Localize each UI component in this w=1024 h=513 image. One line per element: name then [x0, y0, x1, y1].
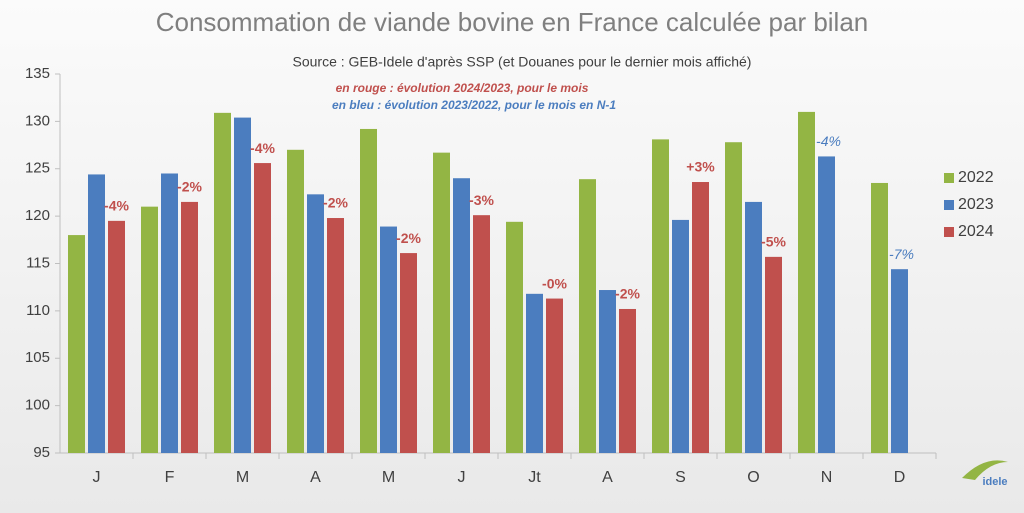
bar — [765, 256, 782, 453]
bar — [526, 293, 543, 453]
change-label: -2% — [615, 286, 640, 302]
bar — [672, 219, 689, 453]
bar — [818, 156, 835, 453]
x-tick-label: A — [310, 469, 321, 486]
bar — [619, 308, 636, 453]
note: en bleu : évolution 2023/2022, pour le m… — [332, 98, 616, 112]
change-label: -4% — [250, 140, 275, 156]
bar — [287, 149, 304, 454]
change-label: -3% — [469, 192, 494, 208]
x-tick-label: D — [894, 469, 906, 486]
bar — [234, 117, 251, 454]
x-tick-label: N — [821, 469, 833, 486]
x-tick-label: M — [236, 469, 249, 486]
y-tick-label: 135 — [25, 65, 50, 82]
chart-title: Consommation de viande bovine en France … — [156, 7, 869, 37]
logo-mark — [962, 460, 1008, 480]
bar — [433, 152, 450, 453]
bar — [599, 290, 616, 453]
change-label: -0% — [542, 275, 567, 291]
legend-swatch — [944, 173, 954, 183]
bar — [161, 173, 178, 454]
y-tick-label: 105 — [25, 349, 50, 366]
x-tick-label: A — [602, 469, 613, 486]
change-label: -2% — [177, 179, 202, 195]
bar — [214, 112, 231, 453]
bar — [181, 201, 198, 453]
bar — [745, 201, 762, 453]
bar — [88, 174, 105, 453]
x-tick-label: Jt — [528, 469, 541, 486]
y-tick-label: 95 — [33, 444, 50, 461]
y-tick-label: 110 — [26, 302, 50, 319]
bar — [108, 220, 125, 453]
bar — [871, 182, 888, 453]
bar — [546, 298, 563, 453]
bar — [453, 178, 470, 453]
bar — [327, 218, 344, 453]
legend-swatch — [944, 200, 954, 210]
bar — [692, 182, 709, 453]
bar — [725, 142, 742, 453]
x-tick-label: F — [165, 469, 175, 486]
y-tick-label: 130 — [25, 112, 50, 129]
bar — [891, 269, 908, 453]
legend-label: 2022 — [958, 169, 994, 186]
x-tick-label: M — [382, 469, 395, 486]
change-label: -2% — [396, 230, 421, 246]
x-tick-label: J — [93, 469, 101, 486]
bar — [473, 215, 490, 453]
legend-label: 2023 — [958, 196, 994, 213]
change-label: -4% — [104, 198, 129, 214]
bar — [68, 235, 85, 453]
bar — [652, 139, 669, 453]
bar — [141, 206, 158, 453]
note: en rouge : évolution 2024/2023, pour le … — [336, 81, 589, 95]
change-label: -2% — [323, 195, 348, 211]
legend-label: 2024 — [958, 223, 994, 240]
x-tick-label: S — [675, 469, 686, 486]
bar — [254, 163, 271, 453]
bar — [798, 111, 815, 454]
change-label: +3% — [686, 159, 715, 175]
x-tick-label: J — [458, 469, 466, 486]
x-tick-label: O — [747, 469, 759, 486]
y-tick-label: 120 — [25, 207, 50, 224]
bar — [400, 253, 417, 453]
bar — [360, 128, 377, 453]
change-label: -4% — [816, 133, 841, 149]
y-tick-label: 125 — [25, 160, 50, 177]
chart-subtitle: Source : GEB-Idele d'après SSP (et Douan… — [293, 54, 752, 70]
logo: idele — [982, 476, 1007, 488]
bar — [307, 194, 324, 453]
legend-swatch — [944, 227, 954, 237]
bar — [380, 226, 397, 453]
change-label: -7% — [889, 246, 914, 262]
bar — [579, 179, 596, 454]
y-tick-label: 100 — [25, 397, 50, 414]
change-label: -5% — [761, 234, 786, 250]
bar — [506, 221, 523, 453]
y-tick-label: 115 — [26, 254, 50, 271]
